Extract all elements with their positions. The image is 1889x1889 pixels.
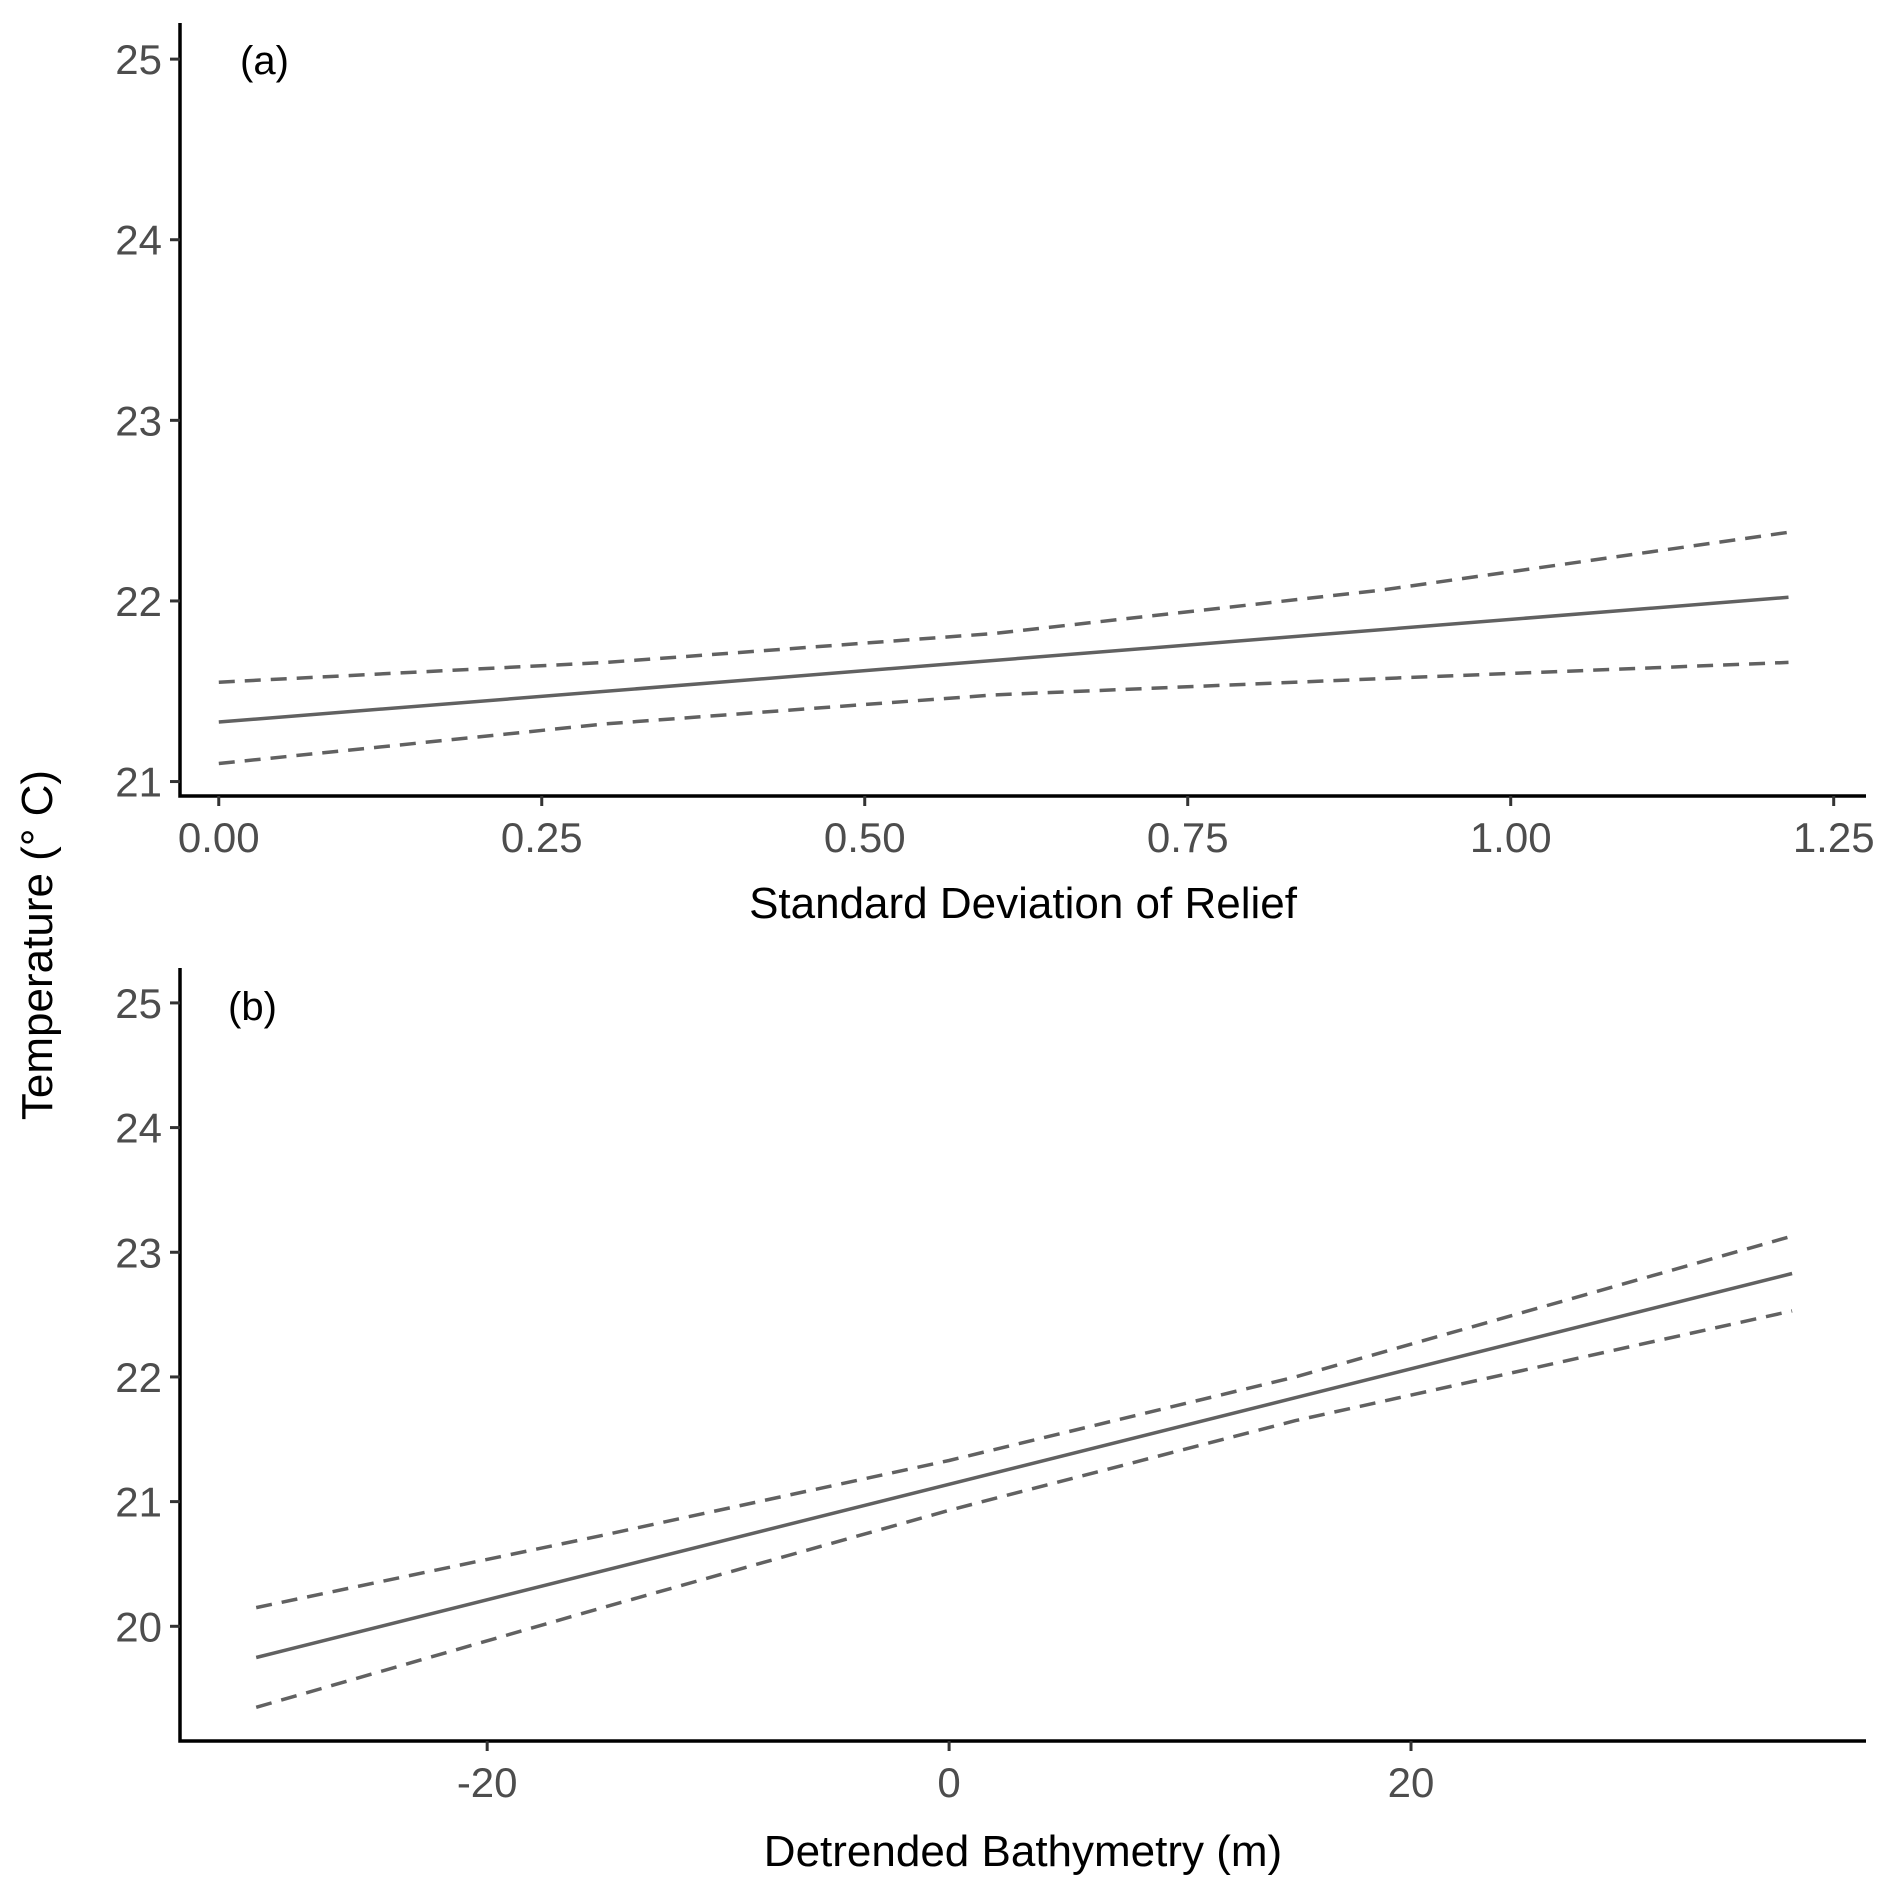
panel-a-x-ticks: 0.00 0.25 0.50 0.75 1.00 1.25 <box>178 796 1875 861</box>
panel-b-line-ci-2 <box>255 1309 1793 1709</box>
panel-a-y-ticks: 21 22 23 24 25 <box>115 36 180 806</box>
panel-b: 20 21 22 23 24 25 -20 0 20 (b) Detrended Bathym… <box>115 968 1866 1876</box>
panel-b-y-ticks: 20 21 22 23 24 25 <box>115 980 180 1650</box>
panel-b-y-tick-label: 20 <box>115 1603 162 1650</box>
panel-a-axes <box>178 23 1866 798</box>
panel-a-label: (a) <box>240 39 289 83</box>
panel-a-x-tick-label: 0.50 <box>824 814 906 861</box>
y-axis-title: Temperature (° C) <box>13 770 62 1120</box>
panel-b-x-ticks: -20 0 20 <box>457 1741 1435 1806</box>
panel-a-series <box>218 530 1789 766</box>
panel-b-y-tick-label: 22 <box>115 1354 162 1401</box>
panel-a-y-tick-label: 21 <box>115 759 162 806</box>
panel-a-line-ci-2 <box>218 660 1789 766</box>
panel-b-y-tick-label: 25 <box>115 980 162 1027</box>
panel-b-y-tick-label: 21 <box>115 1479 162 1526</box>
panel-b-x-tick-label: 20 <box>1388 1759 1435 1806</box>
panel-b-x-axis-title: Detrended Bathymetry (m) <box>764 1827 1282 1876</box>
panel-b-series <box>255 1234 1793 1709</box>
panel-b-line-fit <box>255 1271 1793 1660</box>
panel-a-x-tick-label: 0.00 <box>178 814 260 861</box>
panel-a-x-tick-label: 0.75 <box>1147 814 1229 861</box>
panel-b-y-tick-label: 23 <box>115 1229 162 1276</box>
panel-b-label: (b) <box>228 985 277 1029</box>
panel-b-axes <box>178 968 1866 1743</box>
panel-a-line-ci-1 <box>218 530 1789 684</box>
panel-a-y-tick-label: 24 <box>115 217 162 264</box>
panel-a-line-fit <box>218 595 1789 724</box>
panel-a-y-tick-label: 22 <box>115 578 162 625</box>
panel-a-x-tick-label: 0.25 <box>501 814 583 861</box>
panel-b-x-tick-label: 0 <box>937 1759 960 1806</box>
panel-b-y-tick-label: 24 <box>115 1105 162 1152</box>
panel-b-line-ci-1 <box>255 1234 1793 1610</box>
panel-a-x-tick-label: 1.25 <box>1793 814 1875 861</box>
panel-b-x-tick-label: -20 <box>457 1759 518 1806</box>
panel-a-y-tick-label: 25 <box>115 36 162 83</box>
panel-a-x-tick-label: 1.00 <box>1470 814 1552 861</box>
panel-a-y-tick-label: 23 <box>115 397 162 444</box>
panel-a-x-axis-title: Standard Deviation of Relief <box>749 879 1298 928</box>
